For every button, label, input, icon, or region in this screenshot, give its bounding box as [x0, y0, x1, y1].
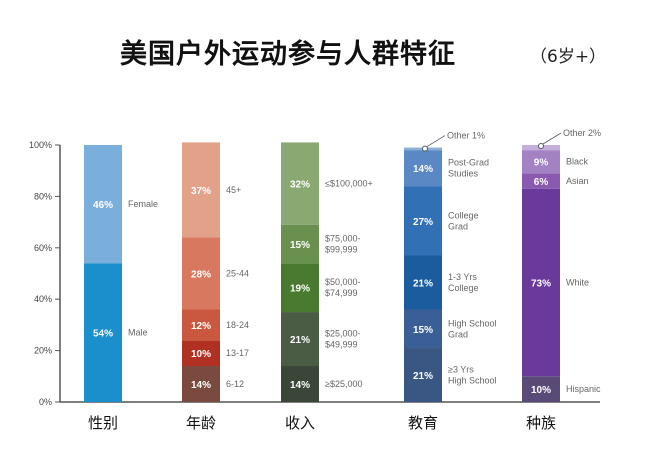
category-label: 收入: [285, 414, 315, 432]
segment-label: $75,000-$99,999: [325, 233, 361, 254]
chart-subtitle: （6岁+）: [530, 47, 607, 67]
data-label: 14%: [191, 380, 211, 391]
segment-label: Hispanic: [566, 384, 601, 394]
bar-segment: [84, 263, 122, 402]
bar-segment: [404, 348, 442, 402]
callout-line: [426, 135, 446, 147]
segment-label: 25-44: [226, 269, 249, 279]
segment-label: ≥3 Yrs High School: [448, 365, 497, 386]
data-label: 21%: [290, 335, 310, 346]
data-label: 15%: [290, 240, 310, 251]
data-label: 21%: [413, 371, 433, 382]
segment-label: Black: [566, 157, 589, 167]
segment-label: ≥$25,000: [325, 379, 362, 389]
data-label: 14%: [413, 164, 433, 175]
bar-segment: [522, 173, 560, 189]
segment-label: Asian: [566, 176, 589, 186]
category-label: 种族: [526, 414, 556, 432]
callout-label: Other 2%: [563, 128, 601, 138]
data-label: 14%: [290, 380, 310, 391]
segment-label: 18-24: [226, 320, 249, 330]
segment-label: ≤$100,000+: [325, 179, 373, 189]
category-label: 教育: [408, 414, 438, 432]
bar-segment: [182, 142, 220, 238]
callout-line: [542, 132, 562, 145]
segment-label: College Grad: [448, 210, 479, 231]
y-tick-label: 0%: [39, 397, 52, 407]
bar-segment: [281, 312, 319, 367]
segment-label: High School Grad: [448, 318, 497, 339]
data-label: 12%: [191, 321, 211, 332]
bar-segment: [404, 186, 442, 256]
data-label: 46%: [93, 200, 113, 211]
y-tick-label: 60%: [34, 243, 52, 253]
segment-label: 45+: [226, 185, 241, 195]
category-label: 性别: [88, 414, 118, 432]
segment-label: Post-Grad Studies: [448, 158, 489, 179]
callout-marker: [422, 145, 428, 152]
segment-label: $25,000-$49,999: [325, 329, 361, 350]
bar-segment: [404, 255, 442, 310]
data-label: 32%: [290, 180, 310, 191]
bar-segment: [281, 142, 319, 225]
y-tick-label: 20%: [34, 346, 52, 356]
segment-label: White: [566, 277, 589, 287]
bar-segment: [182, 366, 220, 402]
bar-segment: [182, 237, 220, 310]
data-label: 73%: [531, 278, 551, 289]
data-label: 27%: [413, 217, 433, 228]
data-label: 28%: [191, 270, 211, 281]
bar-segment: [281, 263, 319, 313]
bar-segment: [404, 150, 442, 187]
bar-segment: [281, 224, 319, 264]
data-label: 10%: [531, 385, 551, 396]
bar-segment: [404, 309, 442, 349]
callout-label: Other 1%: [447, 131, 485, 141]
data-label: 37%: [191, 186, 211, 197]
data-label: 9%: [534, 158, 549, 169]
segment-label: 13-17: [226, 348, 249, 358]
y-tick-label: 100%: [29, 140, 52, 150]
data-label: 21%: [413, 278, 433, 289]
chart-title: 美国户外运动参与人群特征: [120, 39, 456, 70]
data-label: 19%: [290, 284, 310, 295]
bar-segment: [84, 145, 122, 264]
bar-segment: [182, 309, 220, 341]
segment-label: $50,000-$74,999: [325, 277, 361, 298]
callout-marker: [538, 143, 544, 149]
bar-segment: [182, 340, 220, 367]
data-label: 15%: [413, 325, 433, 336]
segment-label: 6-12: [226, 379, 244, 389]
bar-segment: [522, 188, 560, 377]
data-label: 6%: [534, 177, 549, 188]
data-label: 10%: [191, 349, 211, 360]
y-tick-label: 40%: [34, 294, 52, 304]
segment-label: Female: [128, 199, 158, 209]
y-tick-label: 80%: [34, 191, 52, 201]
segment-label: 1-3 Yrs College: [448, 272, 479, 293]
bar-segment: [522, 150, 560, 174]
bar-segment: [522, 376, 560, 402]
segment-label: Male: [128, 328, 148, 338]
data-label: 54%: [93, 329, 113, 340]
category-label: 年龄: [186, 414, 216, 432]
bar-segment: [281, 366, 319, 402]
